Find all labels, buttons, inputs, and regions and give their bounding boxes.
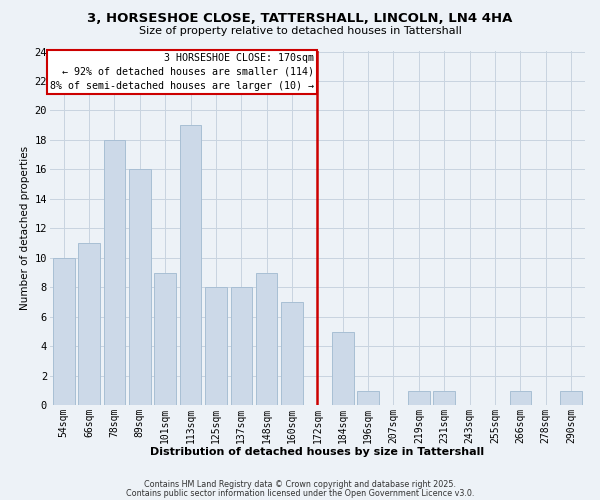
Bar: [154, 272, 176, 406]
X-axis label: Distribution of detached houses by size in Tattershall: Distribution of detached houses by size …: [151, 448, 484, 458]
Bar: [256, 272, 277, 406]
Bar: [129, 170, 151, 406]
Bar: [205, 288, 227, 406]
Text: 3 HORSESHOE CLOSE: 170sqm
← 92% of detached houses are smaller (114)
8% of semi-: 3 HORSESHOE CLOSE: 170sqm ← 92% of detac…: [50, 53, 314, 91]
Text: 3, HORSESHOE CLOSE, TATTERSHALL, LINCOLN, LN4 4HA: 3, HORSESHOE CLOSE, TATTERSHALL, LINCOLN…: [88, 12, 512, 24]
Bar: [560, 390, 582, 406]
Bar: [180, 125, 202, 406]
Bar: [230, 288, 252, 406]
Bar: [408, 390, 430, 406]
Text: Contains public sector information licensed under the Open Government Licence v3: Contains public sector information licen…: [126, 488, 474, 498]
Bar: [104, 140, 125, 406]
Bar: [358, 390, 379, 406]
Bar: [79, 243, 100, 406]
Y-axis label: Number of detached properties: Number of detached properties: [20, 146, 31, 310]
Text: Contains HM Land Registry data © Crown copyright and database right 2025.: Contains HM Land Registry data © Crown c…: [144, 480, 456, 489]
Text: Size of property relative to detached houses in Tattershall: Size of property relative to detached ho…: [139, 26, 461, 36]
Bar: [332, 332, 353, 406]
Bar: [433, 390, 455, 406]
Bar: [509, 390, 531, 406]
Bar: [281, 302, 303, 406]
Bar: [53, 258, 74, 406]
